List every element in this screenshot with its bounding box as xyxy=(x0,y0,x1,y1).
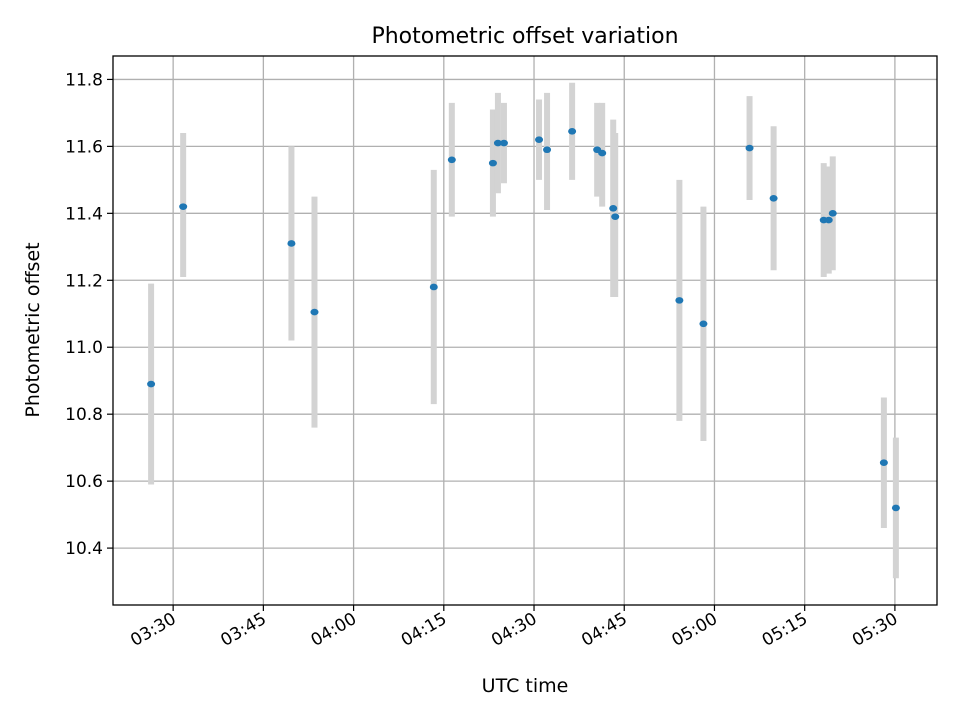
data-point xyxy=(287,240,296,247)
data-point xyxy=(745,144,754,152)
data-point xyxy=(179,203,188,210)
data-point xyxy=(568,128,577,135)
y-axis-label: Photometric offset xyxy=(22,242,44,417)
data-points xyxy=(147,128,900,512)
x-tick-label: 04:30 xyxy=(488,609,540,651)
y-tick-label: 11.2 xyxy=(65,271,103,291)
data-point xyxy=(147,380,156,388)
data-point xyxy=(429,283,438,291)
y-tick-label: 11.8 xyxy=(65,70,103,90)
data-point xyxy=(828,210,837,217)
plot-frame xyxy=(112,55,938,606)
y-tick-label: 10.8 xyxy=(65,405,103,425)
x-tick-label: 05:15 xyxy=(759,609,811,651)
y-tick-label: 10.4 xyxy=(65,539,103,559)
y-tick-label: 11.6 xyxy=(65,137,103,157)
chart-title: Photometric offset variation xyxy=(371,24,678,49)
data-point xyxy=(535,136,544,143)
x-tick-label: 03:45 xyxy=(217,609,269,651)
x-axis: 03:30 03:45 04:00 04:15 04:30 04:45 05:00 05:15… xyxy=(127,605,901,651)
x-axis-label: UTC time xyxy=(482,675,569,697)
data-point xyxy=(611,213,620,220)
x-tick-label: 04:15 xyxy=(398,609,450,651)
y-axis: 10.4 10.6 10.8 11.0 11.2 11.4 11.6 11.8 xyxy=(65,70,113,559)
data-point xyxy=(310,308,319,316)
data-point xyxy=(598,149,607,157)
data-point xyxy=(891,504,900,512)
y-tick-label: 10.6 xyxy=(65,472,103,492)
x-tick-label: 04:45 xyxy=(578,609,630,651)
data-point xyxy=(675,297,684,304)
y-tick-label: 11.4 xyxy=(65,204,103,224)
data-point xyxy=(447,156,456,164)
data-point xyxy=(609,205,618,212)
data-point xyxy=(879,459,888,467)
data-point xyxy=(543,146,552,154)
data-point xyxy=(488,159,497,167)
grid xyxy=(113,56,937,605)
data-point xyxy=(699,320,708,328)
data-point xyxy=(769,194,778,202)
data-point xyxy=(499,139,508,147)
x-tick-label: 05:30 xyxy=(849,609,901,651)
y-tick-label: 11.0 xyxy=(65,338,103,358)
x-tick-label: 05:00 xyxy=(669,609,721,651)
data-point xyxy=(824,216,833,224)
x-tick-label: 04:00 xyxy=(308,609,360,651)
x-tick-label: 03:30 xyxy=(127,609,179,651)
data-point xyxy=(493,139,502,147)
